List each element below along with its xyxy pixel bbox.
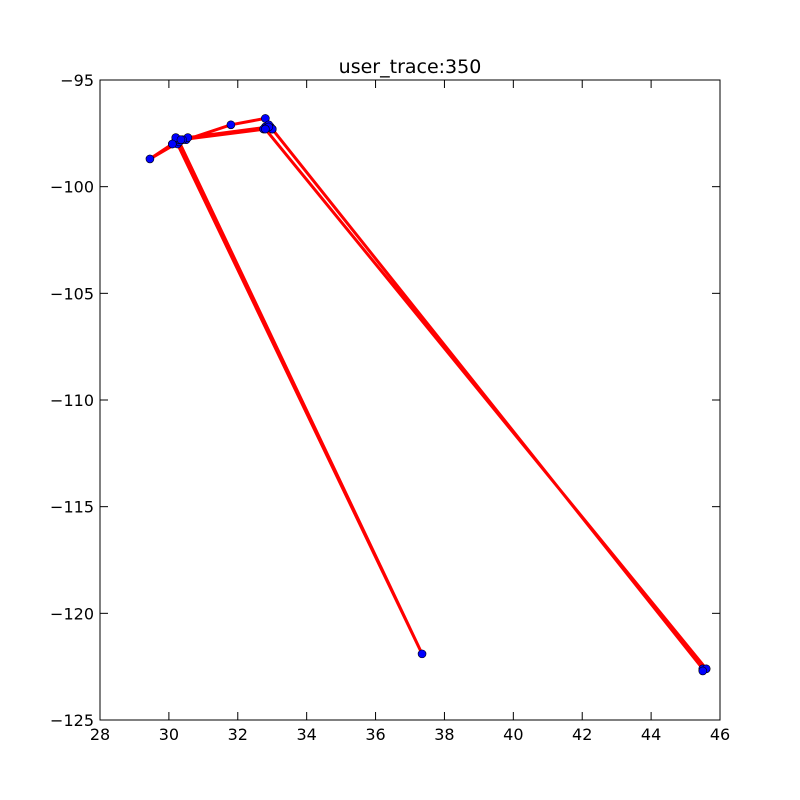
data-point bbox=[226, 120, 236, 130]
data-point bbox=[698, 666, 708, 676]
data-point bbox=[261, 124, 270, 134]
y-tick-label: −120 bbox=[50, 604, 94, 623]
y-tick-label: −110 bbox=[50, 391, 94, 410]
trace-markers bbox=[145, 114, 711, 676]
data-point bbox=[145, 154, 155, 164]
x-tick-label: 38 bbox=[434, 725, 454, 744]
x-tick-label: 32 bbox=[228, 725, 248, 744]
x-tick-label: 46 bbox=[710, 725, 730, 744]
y-tick-label: −125 bbox=[50, 711, 94, 730]
data-point bbox=[417, 649, 427, 659]
y-tick-label: −115 bbox=[50, 498, 94, 517]
x-tick-label: 28 bbox=[90, 725, 110, 744]
chart-title: user_trace:350 bbox=[339, 56, 482, 78]
y-tick-label: −105 bbox=[50, 284, 94, 303]
data-point bbox=[176, 135, 186, 145]
x-tick-label: 30 bbox=[159, 725, 179, 744]
data-point bbox=[168, 139, 177, 149]
x-tick-label: 42 bbox=[572, 725, 592, 744]
y-tick-label: −95 bbox=[60, 71, 94, 90]
x-tick-label: 44 bbox=[641, 725, 661, 744]
x-tick-label: 40 bbox=[503, 725, 523, 744]
y-tick-label: −100 bbox=[50, 178, 94, 197]
plot-area bbox=[99, 79, 721, 721]
axes-background bbox=[100, 80, 720, 720]
x-tick-label: 34 bbox=[296, 725, 316, 744]
x-axis: 28 30 32 34 36 38 40 42 44 46 bbox=[90, 80, 730, 744]
x-tick-label: 36 bbox=[365, 725, 385, 744]
y-axis: −95 −100 −105 −110 −115 −120 −125 bbox=[50, 71, 720, 730]
